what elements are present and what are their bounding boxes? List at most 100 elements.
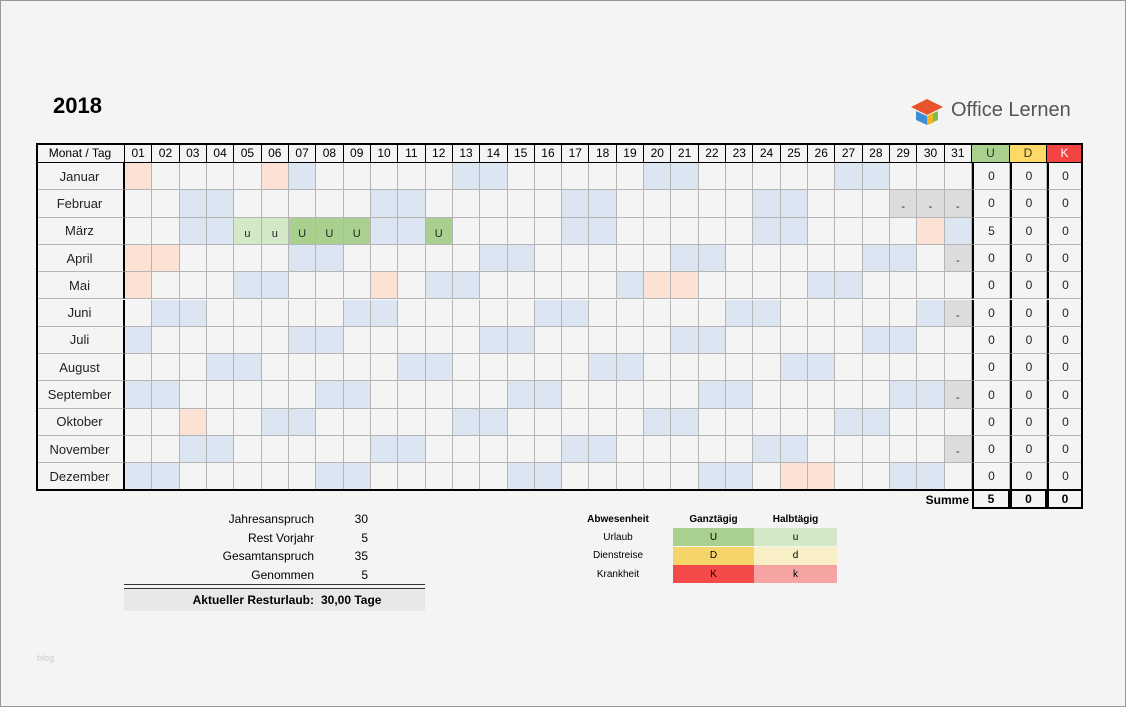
day-cell — [179, 381, 207, 409]
day-cell — [152, 381, 180, 409]
day-cell: U — [316, 217, 344, 245]
day-cell — [616, 354, 645, 382]
day-cell — [726, 463, 754, 491]
day-cell — [562, 436, 590, 464]
day-cell — [753, 244, 781, 273]
day-cell — [452, 217, 481, 245]
day-header: 05 — [234, 143, 262, 163]
day-cell — [288, 381, 317, 409]
day-cell — [644, 217, 672, 245]
day-cell — [370, 272, 399, 300]
day-cell — [780, 436, 809, 464]
day-cell — [835, 272, 863, 300]
day-cell — [890, 299, 918, 327]
day-cell — [343, 408, 371, 436]
day-cell — [507, 272, 535, 300]
day-cell — [206, 381, 235, 409]
day-header: 12 — [425, 143, 453, 163]
legend-header: Abwesenheit — [587, 513, 649, 525]
day-cell — [480, 381, 508, 409]
day-cell — [726, 163, 754, 191]
day-cell — [917, 244, 945, 273]
day-cell — [780, 244, 809, 273]
day-cell — [753, 217, 781, 245]
day-cell — [835, 244, 863, 273]
day-cell — [726, 244, 754, 273]
day-cell — [644, 244, 672, 273]
day-cell — [644, 463, 672, 491]
day-cell — [616, 381, 645, 409]
day-cell — [534, 244, 563, 273]
day-header: 04 — [206, 143, 235, 163]
day-cell — [507, 244, 535, 273]
day-cell — [316, 299, 344, 327]
day-header: 23 — [726, 143, 754, 163]
day-cell — [507, 436, 535, 464]
day-cell — [534, 299, 563, 327]
day-cell — [288, 354, 317, 382]
day-cell — [698, 217, 727, 245]
day-cell — [234, 272, 262, 300]
day-cell — [480, 436, 508, 464]
day-cell — [534, 326, 563, 355]
day-cell — [753, 381, 781, 409]
day-cell — [835, 299, 863, 327]
summary-label: Genommen — [251, 568, 314, 583]
day-cell — [726, 272, 754, 300]
day-cell — [616, 244, 645, 273]
month-total: 0 — [1047, 190, 1083, 218]
day-cell — [425, 381, 453, 409]
day-cell: - — [917, 190, 945, 218]
day-cell — [862, 217, 891, 245]
day-cell — [753, 163, 781, 191]
day-cell — [261, 354, 289, 382]
day-cell — [562, 408, 590, 436]
day-cell — [398, 436, 426, 464]
day-cell — [944, 163, 972, 191]
day-cell — [316, 408, 344, 436]
day-cell: U — [343, 217, 371, 245]
day-cell — [343, 190, 371, 218]
day-cell — [261, 272, 289, 300]
day-cell — [125, 463, 153, 491]
day-cell — [316, 163, 344, 191]
day-cell — [179, 408, 207, 436]
day-cell — [644, 354, 672, 382]
day-cell — [398, 408, 426, 436]
day-cell — [425, 354, 453, 382]
month-total: 0 — [1047, 354, 1083, 382]
legend-half: d — [754, 546, 837, 565]
day-cell — [152, 217, 180, 245]
day-cell — [370, 463, 399, 491]
day-cell — [125, 190, 153, 218]
day-cell — [862, 299, 891, 327]
day-cell — [890, 163, 918, 191]
day-cell — [862, 190, 891, 218]
day-cell — [179, 463, 207, 491]
day-cell — [480, 354, 508, 382]
day-cell — [507, 408, 535, 436]
month-name: Februar — [36, 190, 125, 218]
day-cell — [835, 436, 863, 464]
day-cell — [808, 272, 836, 300]
day-cell — [234, 163, 262, 191]
day-cell — [179, 299, 207, 327]
day-cell — [808, 190, 836, 218]
day-cell — [780, 272, 809, 300]
day-cell — [370, 436, 399, 464]
day-cell — [862, 163, 891, 191]
day-cell — [616, 436, 645, 464]
day-cell — [234, 190, 262, 218]
day-cell: U — [425, 217, 453, 245]
day-cell — [616, 463, 645, 491]
day-cell — [671, 244, 699, 273]
day-cell — [425, 163, 453, 191]
day-cell — [398, 272, 426, 300]
day-cell — [206, 244, 235, 273]
legend-half: k — [754, 565, 837, 584]
day-cell — [562, 381, 590, 409]
day-cell — [917, 463, 945, 491]
day-header: 03 — [179, 143, 207, 163]
day-cell — [644, 190, 672, 218]
day-cell — [562, 463, 590, 491]
